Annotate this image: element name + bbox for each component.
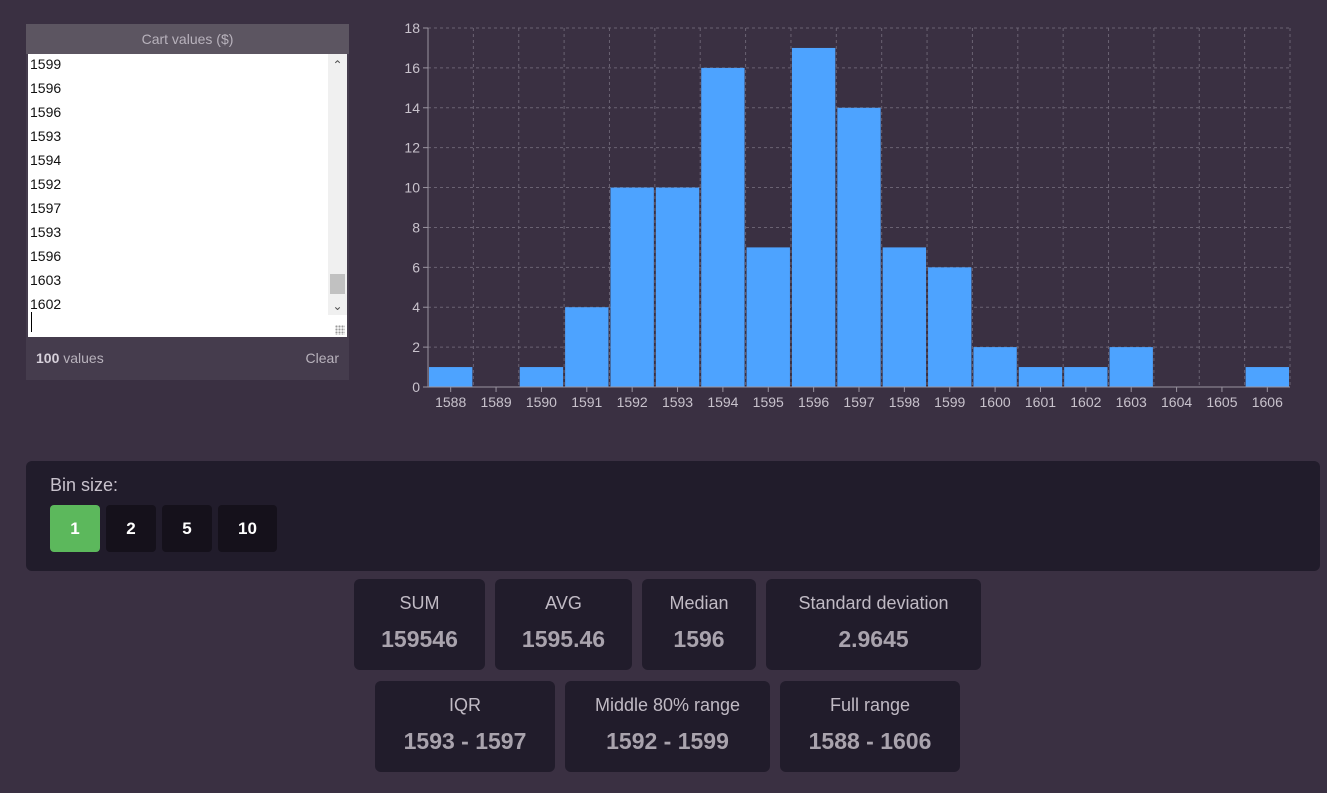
histogram-bar [928,267,972,387]
stat-sum-label: SUM [399,593,440,613]
stat-middle-80-label: Middle 80% range [594,695,741,715]
stat-full-range: Full range 1588 - 1606 [780,681,960,772]
y-tick-label: 16 [404,60,420,76]
y-tick-label: 8 [412,219,420,235]
x-tick-label: 1594 [707,394,738,410]
x-tick-label: 1606 [1252,394,1283,410]
x-tick-label: 1605 [1206,394,1237,410]
bin-size-button-2[interactable]: 2 [106,505,156,552]
bin-size-panel: Bin size: 1 2 5 10 [26,461,1320,571]
y-tick-label: 12 [404,140,420,156]
histogram-bar [1064,367,1108,387]
bin-size-buttons: 1 2 5 10 [50,505,277,552]
scroll-down-icon[interactable]: ⌄ [332,299,343,313]
value-line: 1593 [30,128,62,144]
scroll-up-icon[interactable]: ⌃ [332,58,343,72]
histogram-bar [429,367,473,387]
stat-iqr-label: IQR [448,695,481,715]
stat-iqr: IQR 1593 - 1597 [375,681,555,772]
histogram-bar [882,247,927,387]
x-tick-label: 1589 [480,394,511,410]
x-tick-label: 1588 [435,394,466,410]
histogram-bar [519,367,564,387]
histogram-bar [746,247,790,387]
x-tick-label: 1598 [889,394,920,410]
values-panel: Cart values ($) 1599 1596 1596 1593 1594 1592… [26,24,349,380]
value-line: 1603 [30,272,62,288]
bin-size-button-1[interactable]: 1 [50,505,100,552]
stat-full-range-value: 1588 - 1606 [808,728,932,754]
histogram-chart: 0 2 4 6 8 10 12 14 16 18 1588 1589 1590 1591 1592 1593 1… [404,20,1291,410]
value-line: 1594 [30,152,62,168]
value-line: 1593 [30,224,62,240]
stat-median-label: Median [669,593,729,613]
y-tick-label: 4 [412,299,420,315]
x-tick-label: 1599 [934,394,965,410]
stat-sum: SUM 159546 [354,579,485,670]
bin-size-label: Bin size: [50,475,119,495]
histogram-bar [1109,347,1153,387]
value-line: 1599 [30,56,62,72]
x-tick-label: 1595 [753,394,784,410]
bin-size-button-10[interactable]: 10 [218,505,277,552]
values-count: 100 values [36,350,104,366]
values-list: 1599 1596 1596 1593 1594 1592 1597 1593 1596 1603… [30,54,330,316]
x-tick-label: 1590 [526,394,557,410]
stat-median-value: 1596 [673,626,725,652]
histogram-bar [655,187,700,387]
scrollbar-thumb[interactable] [330,274,345,294]
histogram-bar [1018,367,1063,387]
stat-std: Standard deviation 2.9645 [766,579,981,670]
x-tick-label: 1602 [1070,394,1101,410]
y-tick-label: 0 [412,379,420,395]
value-line: 1596 [30,104,62,120]
values-footer: 100 values Clear [26,337,349,380]
histogram-bar [1245,367,1289,387]
stat-middle-80: Middle 80% range 1592 - 1599 [565,681,770,772]
x-tick-label: 1600 [980,394,1011,410]
values-textarea[interactable]: 1599 1596 1596 1593 1594 1592 1597 1593 1596 1603… [28,54,347,337]
x-tick-label: 1601 [1025,394,1056,410]
histogram-bar [837,107,881,388]
x-tick-label: 1597 [843,394,874,410]
stat-middle-80-value: 1592 - 1599 [606,728,729,754]
stat-avg-value: 1595.46 [521,626,606,652]
stat-std-label: Standard deviation [798,593,949,613]
x-tick-label: 1596 [798,394,829,410]
histogram-bar [701,67,745,387]
text-caret [31,312,32,332]
clear-button[interactable]: Clear [305,350,339,366]
stat-iqr-value: 1593 - 1597 [403,728,527,754]
x-tick-label: 1591 [571,394,602,410]
stat-median: Median 1596 [642,579,756,670]
stat-full-range-label: Full range [829,695,911,715]
x-tick-label: 1603 [1116,394,1147,410]
values-panel-title: Cart values ($) [26,24,349,54]
y-tick-label: 2 [412,339,420,355]
resize-grip-icon[interactable] [335,325,345,335]
stat-sum-value: 159546 [381,626,458,652]
value-line: 1596 [30,248,62,264]
y-tick-label: 18 [404,20,420,36]
stat-avg: AVG 1595.46 [495,579,632,670]
x-tick-label: 1604 [1161,394,1192,410]
value-line: 1596 [30,80,62,96]
histogram-bar [610,187,654,387]
value-line: 1592 [30,176,62,192]
value-line: 1602 [30,296,62,312]
stat-std-value: 2.9645 [838,626,909,652]
y-tick-label: 14 [404,100,420,116]
x-tick-label: 1592 [617,394,648,410]
histogram-bar [565,307,609,387]
value-line: 1597 [30,200,62,216]
y-tick-label: 10 [404,180,420,196]
x-tick-label: 1593 [662,394,693,410]
bin-size-button-5[interactable]: 5 [162,505,212,552]
values-scrollbar[interactable]: ⌃ ⌄ [328,54,347,315]
y-tick-label: 6 [412,259,420,275]
histogram-bar [791,47,836,387]
stat-avg-label: AVG [545,593,582,613]
histogram-bar [973,347,1017,387]
